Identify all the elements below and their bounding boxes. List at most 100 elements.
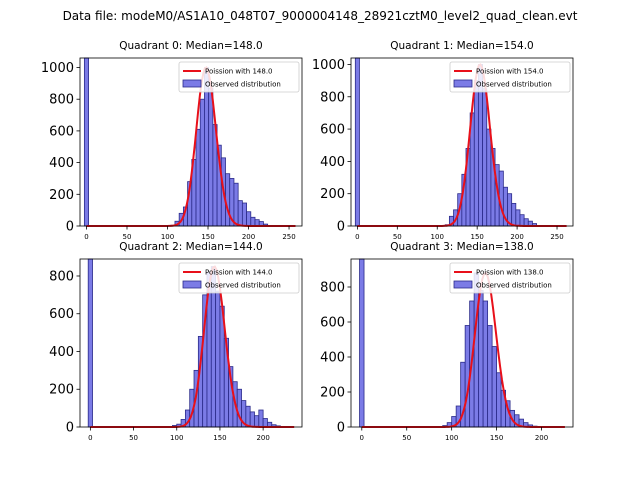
legend: Poission with 148.0 Observed distribution <box>178 61 300 93</box>
legend-bar-swatch <box>182 280 202 289</box>
x-tick-label: 100 <box>445 434 458 442</box>
y-tick-label: 600 <box>320 316 345 331</box>
histogram-bar <box>195 128 201 227</box>
y-tick-label: 0 <box>337 220 345 235</box>
x-tick-label: 200 <box>510 233 523 241</box>
axes-frame <box>79 258 303 428</box>
y-tick-label: 1000 <box>41 61 74 76</box>
histogram-bar-zero <box>87 258 93 428</box>
histogram-bar <box>473 272 480 428</box>
y-tick-label: 200 <box>320 386 345 401</box>
legend-entry-poisson: Poission with 138.0 <box>476 269 544 277</box>
y-tick-label: 600 <box>320 123 345 138</box>
legend-box <box>449 61 571 93</box>
legend-entry-observed: Observed distribution <box>476 282 552 290</box>
x-tick-label: 100 <box>170 434 183 442</box>
x-tick-label: 250 <box>550 233 563 241</box>
x-tick-label: 0 <box>88 434 92 442</box>
histogram-bar-zero <box>83 57 89 227</box>
legend-entry-poisson: Poission with 154.0 <box>476 68 544 76</box>
x-tick-label: 50 <box>129 434 138 442</box>
x-tick-label: 150 <box>213 434 226 442</box>
x-tick-label: 250 <box>282 233 295 241</box>
histogram-bar <box>482 88 488 227</box>
histogram-bar <box>241 202 247 227</box>
y-tick-label: 400 <box>320 351 345 366</box>
y-tick-label: 400 <box>49 345 74 360</box>
quadrant-panel-1: 0 50 100 150 200 250 0 200 400 600 800 1000 Quadrant… <box>312 40 574 241</box>
quadrant-panel-2: 0 50 100 150 200 0 200 400 600 800 Quadrant 2: Med… <box>49 241 303 442</box>
histogram-bar <box>199 98 205 227</box>
y-tick-label: 1000 <box>312 58 345 73</box>
legend-entry-observed: Observed distribution <box>205 282 281 290</box>
x-tick-label: 0 <box>360 434 364 442</box>
y-tick-label: 0 <box>66 220 74 235</box>
histogram-bar <box>262 418 268 428</box>
legend-box <box>449 262 571 294</box>
histogram-bar <box>249 411 255 428</box>
axes-frame <box>350 57 574 227</box>
y-tick-label: 800 <box>320 90 345 105</box>
histogram-bar <box>208 87 214 227</box>
histogram-bar <box>523 218 529 227</box>
histogram-bar <box>258 409 264 428</box>
x-tick-label: 200 <box>535 434 548 442</box>
histogram-bar <box>496 372 502 428</box>
legend-box <box>178 262 300 294</box>
x-tick-label: 100 <box>431 233 444 241</box>
quadrant-panel-3: 0 50 100 150 200 0 200 400 600 800 Quadrant 3: Med… <box>320 241 574 442</box>
x-tick-label: 50 <box>123 233 132 241</box>
panel-title: Quadrant 3: Median=138.0 <box>390 241 533 253</box>
histogram-bar <box>491 346 498 428</box>
histogram-bar <box>515 209 521 227</box>
panel-title: Quadrant 1: Median=154.0 <box>390 40 533 52</box>
legend-bar-swatch <box>182 79 202 88</box>
y-tick-label: 800 <box>49 269 74 284</box>
histogram-bar <box>246 211 252 227</box>
x-tick-label: 150 <box>470 233 483 241</box>
y-tick-label: 600 <box>49 307 74 322</box>
y-tick-label: 0 <box>337 421 345 436</box>
legend-box <box>178 61 300 93</box>
histogram-bar <box>486 128 492 227</box>
y-tick-label: 200 <box>49 383 74 398</box>
x-tick-label: 150 <box>490 434 503 442</box>
x-tick-label: 0 <box>355 233 359 241</box>
histogram-bar-zero <box>359 258 365 428</box>
legend-entry-observed: Observed distribution <box>476 81 552 89</box>
legend-entry-poisson: Poission with 148.0 <box>205 68 273 76</box>
legend-entry-observed: Observed distribution <box>205 81 281 89</box>
y-tick-label: 400 <box>320 155 345 170</box>
histogram-bar <box>215 290 221 428</box>
y-tick-label: 0 <box>66 421 74 436</box>
histogram-bar <box>245 405 251 428</box>
y-tick-label: 200 <box>320 187 345 202</box>
quadrant-panel-0: 0 50 100 150 200 250 0 200 400 600 800 1000 Quadrant… <box>41 40 303 241</box>
x-tick-label: 100 <box>161 233 174 241</box>
histogram-bar-zero <box>354 57 360 227</box>
histogram-bar <box>236 388 242 428</box>
histogram-bar <box>511 202 517 227</box>
histogram-bar <box>254 415 260 428</box>
legend: Poission with 144.0 Observed distribution <box>178 262 300 294</box>
axes-frame <box>79 57 303 227</box>
y-tick-label: 600 <box>49 124 74 139</box>
panel-title: Quadrant 2: Median=144.0 <box>119 241 262 253</box>
axes-frame <box>350 258 574 428</box>
histogram-bar <box>482 300 489 428</box>
legend: Poission with 138.0 Observed distribution <box>449 262 571 294</box>
histogram-bar <box>478 290 484 428</box>
legend-bar-swatch <box>453 280 473 289</box>
histogram-bar <box>473 80 479 227</box>
y-tick-label: 200 <box>49 188 74 203</box>
x-tick-label: 50 <box>402 434 411 442</box>
x-tick-label: 0 <box>84 233 88 241</box>
histogram-bar <box>233 182 239 227</box>
histogram-bar <box>487 325 493 428</box>
x-tick-label: 150 <box>201 233 214 241</box>
legend: Poission with 154.0 Observed distribution <box>449 61 571 93</box>
legend-entry-poisson: Poission with 144.0 <box>205 269 273 277</box>
figure-suptitle: Data file: modeM0/AS1A10_048T07_90000041… <box>63 9 578 23</box>
histogram-bar <box>237 200 243 227</box>
